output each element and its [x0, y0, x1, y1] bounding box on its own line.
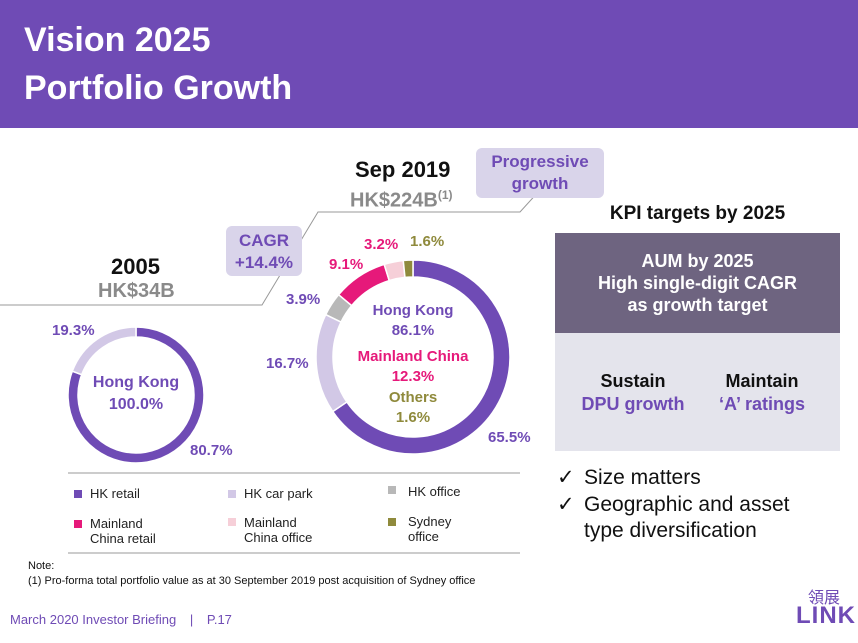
slice-label-2019-hk-office: 3.9% — [286, 291, 321, 308]
progressive-growth-box: Progressive growth — [476, 148, 604, 198]
logo-en: LINK — [796, 602, 856, 629]
donut-2019-others-value: 1.6% — [395, 409, 431, 426]
kpi-aum-line1: AUM by 2025 — [641, 251, 754, 271]
kpi-a-ratings: ‘A’ ratings — [718, 394, 806, 414]
donut-2019-hk-value: 86.1% — [391, 322, 435, 339]
legend-swatch-mainland-retail — [74, 520, 82, 528]
kpi-aum-line2: High single-digit CAGR — [598, 273, 797, 293]
cagr-value: +14.4% — [234, 253, 294, 272]
legend-swatch-hk-office — [388, 486, 396, 494]
kpi-dpu-growth: DPU growth — [581, 394, 685, 414]
legend-label-hk-retail: HK retail — [90, 486, 140, 501]
legend-swatch-mainland-office — [228, 518, 236, 526]
donut-2005-center-value: 100.0% — [108, 396, 164, 413]
chart-2019-title: Sep 2019 — [355, 157, 451, 182]
slice-label-2019-mainland-retail: 9.1% — [329, 256, 364, 273]
slice-label-2005-retail: 80.7% — [190, 442, 233, 459]
donut-2019 — [315, 259, 511, 455]
growth-connector — [0, 189, 541, 306]
kpi-aum-box: AUM by 2025 High single-digit CAGR as gr… — [555, 233, 840, 333]
legend-swatch-hk-retail — [74, 490, 82, 498]
check-diversification-2: type diversification — [584, 519, 757, 542]
legend-label-mainland-retail-1: Mainland — [90, 516, 143, 531]
cagr-box: CAGR +14.4% — [226, 226, 302, 276]
legend-swatch-hk-car-park — [228, 490, 236, 498]
legend-label-sydney-2: office — [408, 529, 439, 544]
chart-2019-value-wrap: HK$224B(1) — [350, 188, 453, 213]
legend-label-sydney-1: Sydney — [408, 514, 452, 529]
slice-label-2005-car-park: 19.3% — [52, 322, 95, 339]
slice-label-2019-mainland-office: 3.2% — [364, 236, 399, 253]
donut2005-slice-hk-car-park — [71, 326, 137, 376]
check-icon-1: ✓ — [557, 466, 575, 489]
note-text: (1) Pro-forma total portfolio value as a… — [28, 575, 476, 587]
footer-separator: | — [189, 612, 194, 627]
note-title: Note: — [28, 560, 55, 572]
legend-label-mainland-office-2: China office — [244, 530, 313, 545]
cagr-label: CAGR — [238, 231, 290, 250]
kpi-maintain: Maintain — [725, 371, 799, 391]
donut-2019-others-label: Others — [388, 389, 438, 406]
donut-2005-center-label: Hong Kong — [92, 374, 180, 391]
chart-2019-footnote-ref: (1) — [437, 188, 453, 202]
legend-label-hk-office: HK office — [408, 484, 461, 499]
slice-label-2019-sydney: 1.6% — [410, 233, 445, 250]
slice-label-2019-hk-car-park: 16.7% — [266, 355, 309, 372]
progressive-line1: Progressive — [491, 152, 589, 171]
donut-2019-mc-label: Mainland China — [357, 348, 469, 365]
legend-label-mainland-retail-2: China retail — [90, 531, 156, 546]
kpi-sustain: Sustain — [600, 371, 666, 391]
chart-2005-value: HK$34B — [98, 280, 175, 302]
page-title-line2: Portfolio Growth — [24, 69, 293, 107]
title-banner: Vision 2025 Portfolio Growth — [0, 0, 858, 128]
logo-cn: 領展 — [808, 588, 841, 607]
donut2019-slice-sydney-office — [402, 259, 414, 279]
donut-2005 — [67, 326, 205, 464]
check-icon-2: ✓ — [557, 493, 575, 516]
check-size-matters: Size matters — [584, 466, 701, 489]
donut-2019-mc-value: 12.3% — [391, 368, 435, 385]
chart-2005-title: 2005 — [111, 254, 160, 279]
donut-2019-hk-label: Hong Kong — [372, 302, 454, 319]
chart-2019-value: HK$224B — [350, 189, 438, 212]
kpi-targets-box: Sustain DPU growth Maintain ‘A’ ratings — [555, 333, 840, 451]
legend-swatch-sydney — [388, 518, 396, 526]
legend-label-mainland-office-1: Mainland — [244, 515, 297, 530]
kpi-title: KPI targets by 2025 — [609, 203, 786, 224]
footer-page: P.17 — [206, 612, 232, 627]
footer-briefing: March 2020 Investor Briefing — [10, 612, 177, 627]
legend-label-hk-car-park: HK car park — [244, 486, 313, 501]
kpi-aum-line3: as growth target — [627, 295, 768, 315]
progressive-line2: growth — [511, 174, 569, 193]
page-title-line1: Vision 2025 — [24, 21, 211, 59]
check-diversification-1: Geographic and asset — [584, 493, 790, 516]
slice-label-2019-hk-retail: 65.5% — [488, 429, 531, 446]
footer: March 2020 Investor Briefing | P.17 — [10, 612, 232, 627]
